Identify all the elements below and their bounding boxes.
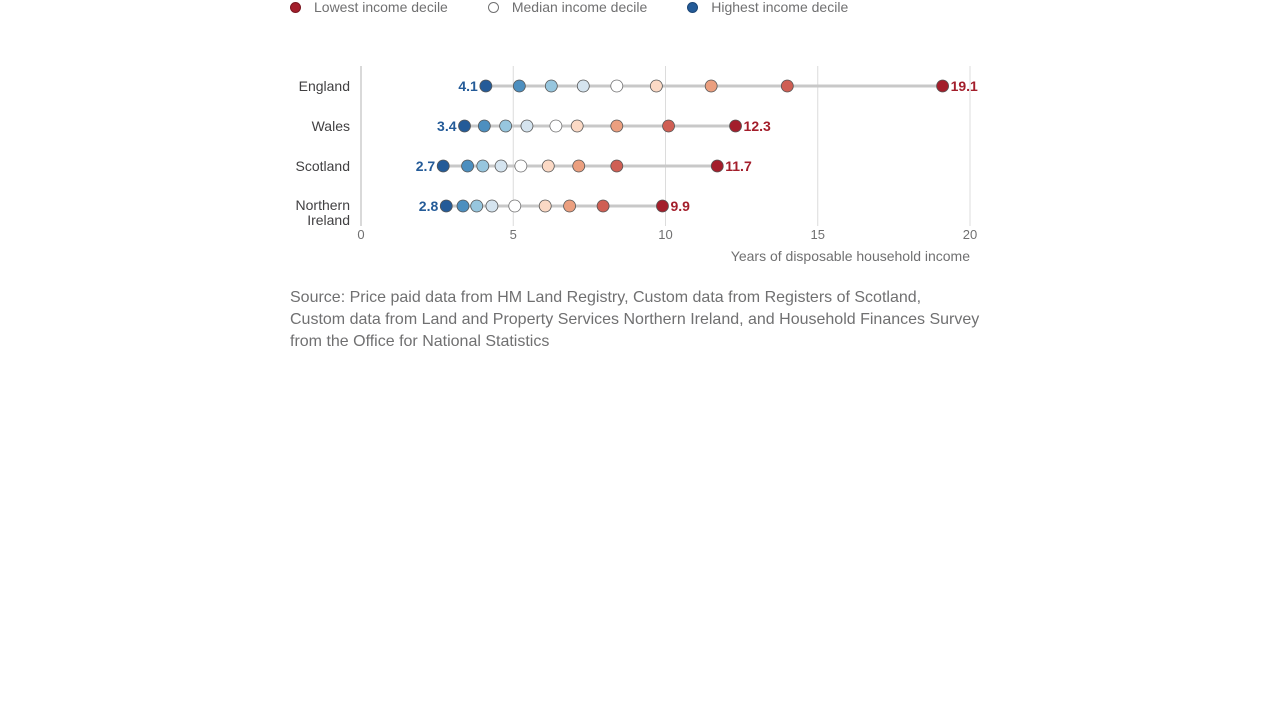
decile-dot [494, 159, 508, 173]
decile-dot [729, 119, 742, 133]
decile-dot [576, 79, 590, 93]
decile-dot [439, 199, 453, 213]
legend-marker-lowest [290, 1, 301, 13]
decile-dot [936, 79, 949, 93]
decile-dot [563, 199, 576, 213]
category-label-line: Northern [296, 197, 350, 213]
legend-label-lowest: Lowest income decile [314, 0, 448, 15]
legend-item-highest[interactable]: Highest income decile [687, 0, 848, 15]
decile-dot [520, 119, 534, 133]
x-tick-label: 20 [963, 227, 977, 242]
decile-dot [541, 159, 555, 173]
decile-dot [610, 159, 624, 173]
category-label: Wales [312, 118, 350, 134]
decile-dot [570, 119, 584, 133]
decile-dot [549, 119, 563, 133]
decile-dot [436, 159, 450, 173]
decile-dot [596, 199, 610, 213]
x-tick-label: 5 [510, 227, 517, 242]
decile-dot [476, 159, 490, 173]
legend-item-median[interactable]: Median income decile [487, 0, 648, 15]
x-tick-label: 0 [357, 227, 364, 242]
decile-dot [508, 199, 522, 213]
decile-dot [662, 119, 675, 133]
max-value-label: 19.1 [951, 78, 978, 94]
legend-label-median: Median income decile [511, 0, 648, 15]
decile-dot [470, 199, 484, 213]
legend-item-lowest[interactable]: Lowest income decile [290, 0, 448, 15]
min-value-label: 4.1 [458, 78, 478, 94]
max-value-label: 11.7 [725, 158, 752, 174]
decile-dot [479, 79, 493, 93]
decile-dot [610, 79, 624, 93]
min-value-label: 2.8 [419, 198, 439, 214]
source-note: Source: Price paid data from HM Land Reg… [290, 289, 980, 350]
decile-dot [512, 79, 526, 93]
x-axis-title: Years of disposable household income [731, 248, 970, 264]
dot-range-chart: 0 5 10 15 20 Years of disposable household in… [296, 66, 978, 264]
decile-dot [538, 199, 552, 213]
legend-label-highest: Highest income decile [711, 0, 849, 15]
decile-dot [461, 159, 474, 173]
chart-legend: Lowest income decile Median income decil… [290, 0, 888, 17]
category-label: England [299, 78, 350, 94]
decile-dot [704, 79, 718, 93]
max-value-label: 9.9 [670, 198, 690, 214]
decile-dot [572, 159, 586, 173]
category-label-line: Ireland [307, 212, 350, 228]
decile-dot [544, 79, 558, 93]
category-label: Scotland [296, 158, 350, 174]
decile-dot [610, 119, 624, 133]
legend-marker-highest [687, 1, 699, 13]
decile-dot [514, 159, 528, 173]
decile-dot [458, 119, 471, 133]
decile-dot [456, 199, 470, 213]
legend-marker-median [487, 1, 499, 13]
decile-dot [710, 159, 724, 173]
min-value-label: 3.4 [437, 118, 457, 134]
min-value-label: 2.7 [416, 158, 436, 174]
decile-dot [485, 199, 499, 213]
decile-dot [477, 119, 491, 133]
decile-dot [649, 79, 663, 93]
x-tick-label: 15 [811, 227, 825, 242]
max-value-label: 12.3 [744, 118, 771, 134]
decile-dot [656, 199, 669, 213]
x-tick-label: 10 [658, 227, 672, 242]
decile-dot [499, 119, 513, 133]
decile-dot [780, 79, 794, 93]
